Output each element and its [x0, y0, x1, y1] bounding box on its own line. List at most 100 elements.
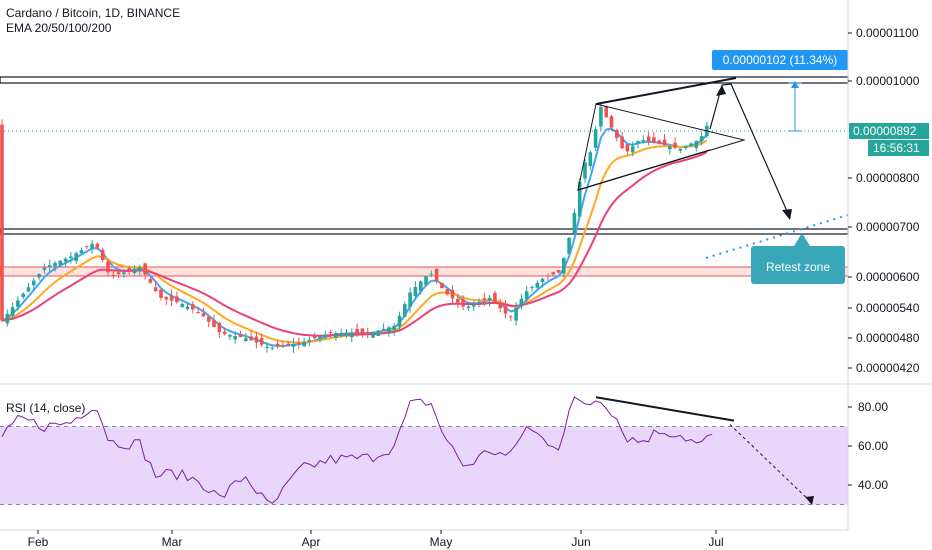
candle-body [228, 334, 232, 337]
rsi-projection-arrow-head [805, 496, 814, 505]
price-tick-label: 0.00000480 [856, 331, 920, 345]
candle-body [551, 272, 555, 275]
arrow-down-head [782, 209, 792, 220]
candle-body [185, 306, 190, 310]
candle-body [281, 345, 285, 347]
ema20-line [1, 127, 708, 347]
candle-body [556, 270, 561, 273]
candle-body [498, 304, 502, 309]
candle-body [350, 333, 354, 338]
time-tick-label: May [430, 535, 453, 549]
candle-body [482, 298, 487, 301]
candle-body [392, 325, 396, 330]
time-axis: Feb Mar Apr May Jun Jul [28, 530, 724, 549]
candle-body [85, 246, 89, 248]
candle-body [291, 344, 296, 347]
candle-body [630, 146, 635, 153]
price-axis: 0.00001100 0.00001000 0.00000800 0.00000700… [0, 0, 932, 531]
support-level-box [0, 228, 849, 235]
candle-body [191, 304, 195, 310]
price-tick-label: 0.00000600 [856, 270, 920, 284]
candle-body [625, 144, 630, 152]
candle-body [297, 342, 301, 344]
candle-body [307, 339, 312, 342]
candle-body [206, 316, 211, 322]
candle-body [21, 293, 25, 298]
candle-body [461, 299, 465, 307]
candle-body [477, 302, 481, 304]
time-tick-label: Jun [571, 535, 590, 549]
candle-body [514, 307, 518, 321]
candle-body [233, 336, 237, 340]
candle-body [376, 330, 381, 337]
candle-body [106, 261, 110, 273]
candle-body [196, 312, 200, 314]
candlesticks [0, 102, 709, 353]
time-tick-label: Apr [302, 535, 321, 549]
candle-body [148, 278, 153, 283]
rsi-indicator-label[interactable]: RSI (14, close) [6, 401, 86, 415]
candle-body [381, 328, 386, 330]
candle-body [222, 331, 227, 334]
candle-body [668, 146, 672, 150]
candle-body [440, 282, 444, 289]
candle-body [159, 289, 163, 298]
candle-body [609, 116, 614, 128]
candle-body [466, 306, 471, 309]
candle-body [275, 343, 280, 347]
retest-callout[interactable] [751, 246, 845, 284]
candle-body [577, 181, 582, 217]
time-tick-label: Mar [162, 535, 183, 549]
candle-body [26, 287, 31, 292]
price-tick-label: 0.00001100 [856, 26, 919, 40]
countdown-label: 16:56:31 [873, 141, 920, 155]
candle-body [689, 143, 693, 147]
candle-body [583, 162, 587, 179]
measure-tag[interactable] [712, 50, 848, 70]
candle-body [42, 267, 47, 270]
measure-tag-label: 0.00000102 (11.34%) [723, 53, 838, 67]
retest-callout-pointer [794, 233, 810, 246]
candle-body [74, 253, 78, 261]
rsi-tick-label: 80.00 [858, 400, 888, 414]
candle-body [673, 142, 677, 148]
candle-body [254, 336, 259, 343]
candle-body [487, 297, 492, 301]
candle-body [641, 140, 646, 142]
candle-body [572, 212, 577, 234]
rsi-tick-label: 60.00 [858, 439, 888, 453]
candle-body [588, 152, 593, 167]
candle-body [471, 304, 476, 307]
candle-body [53, 263, 57, 267]
chart-legend: Cardano / Bitcoin, 1D, BINANCE EMA 20/50… [6, 6, 180, 36]
rsi-pane [0, 396, 848, 505]
candle-body [37, 274, 41, 278]
projection-path [709, 83, 791, 219]
ema100-line [1, 151, 708, 337]
candle-body [620, 136, 624, 149]
candle-body [318, 336, 322, 339]
candle-body [138, 267, 142, 271]
candle-body [270, 347, 275, 349]
candle-body [47, 265, 52, 267]
candle-body [355, 328, 359, 333]
candle-body [408, 292, 412, 307]
candle-body [424, 276, 428, 285]
candle-body [79, 250, 84, 254]
candle-body [175, 296, 179, 303]
candle-body [32, 280, 36, 286]
candle-body [403, 304, 407, 317]
ema-indicator-label[interactable]: EMA 20/50/100/200 [6, 21, 112, 35]
candle-body [63, 258, 68, 262]
candle-body [265, 346, 269, 348]
symbol-title[interactable]: Cardano / Bitcoin, 1D, BINANCE [6, 6, 181, 20]
candle-body [10, 307, 15, 316]
last-price-tag [849, 123, 929, 139]
candle-body [217, 322, 222, 333]
candle-body [646, 136, 651, 142]
candle-body [429, 273, 434, 275]
candle-body [562, 257, 566, 274]
candle-body [652, 137, 656, 143]
candle-body [244, 338, 248, 341]
